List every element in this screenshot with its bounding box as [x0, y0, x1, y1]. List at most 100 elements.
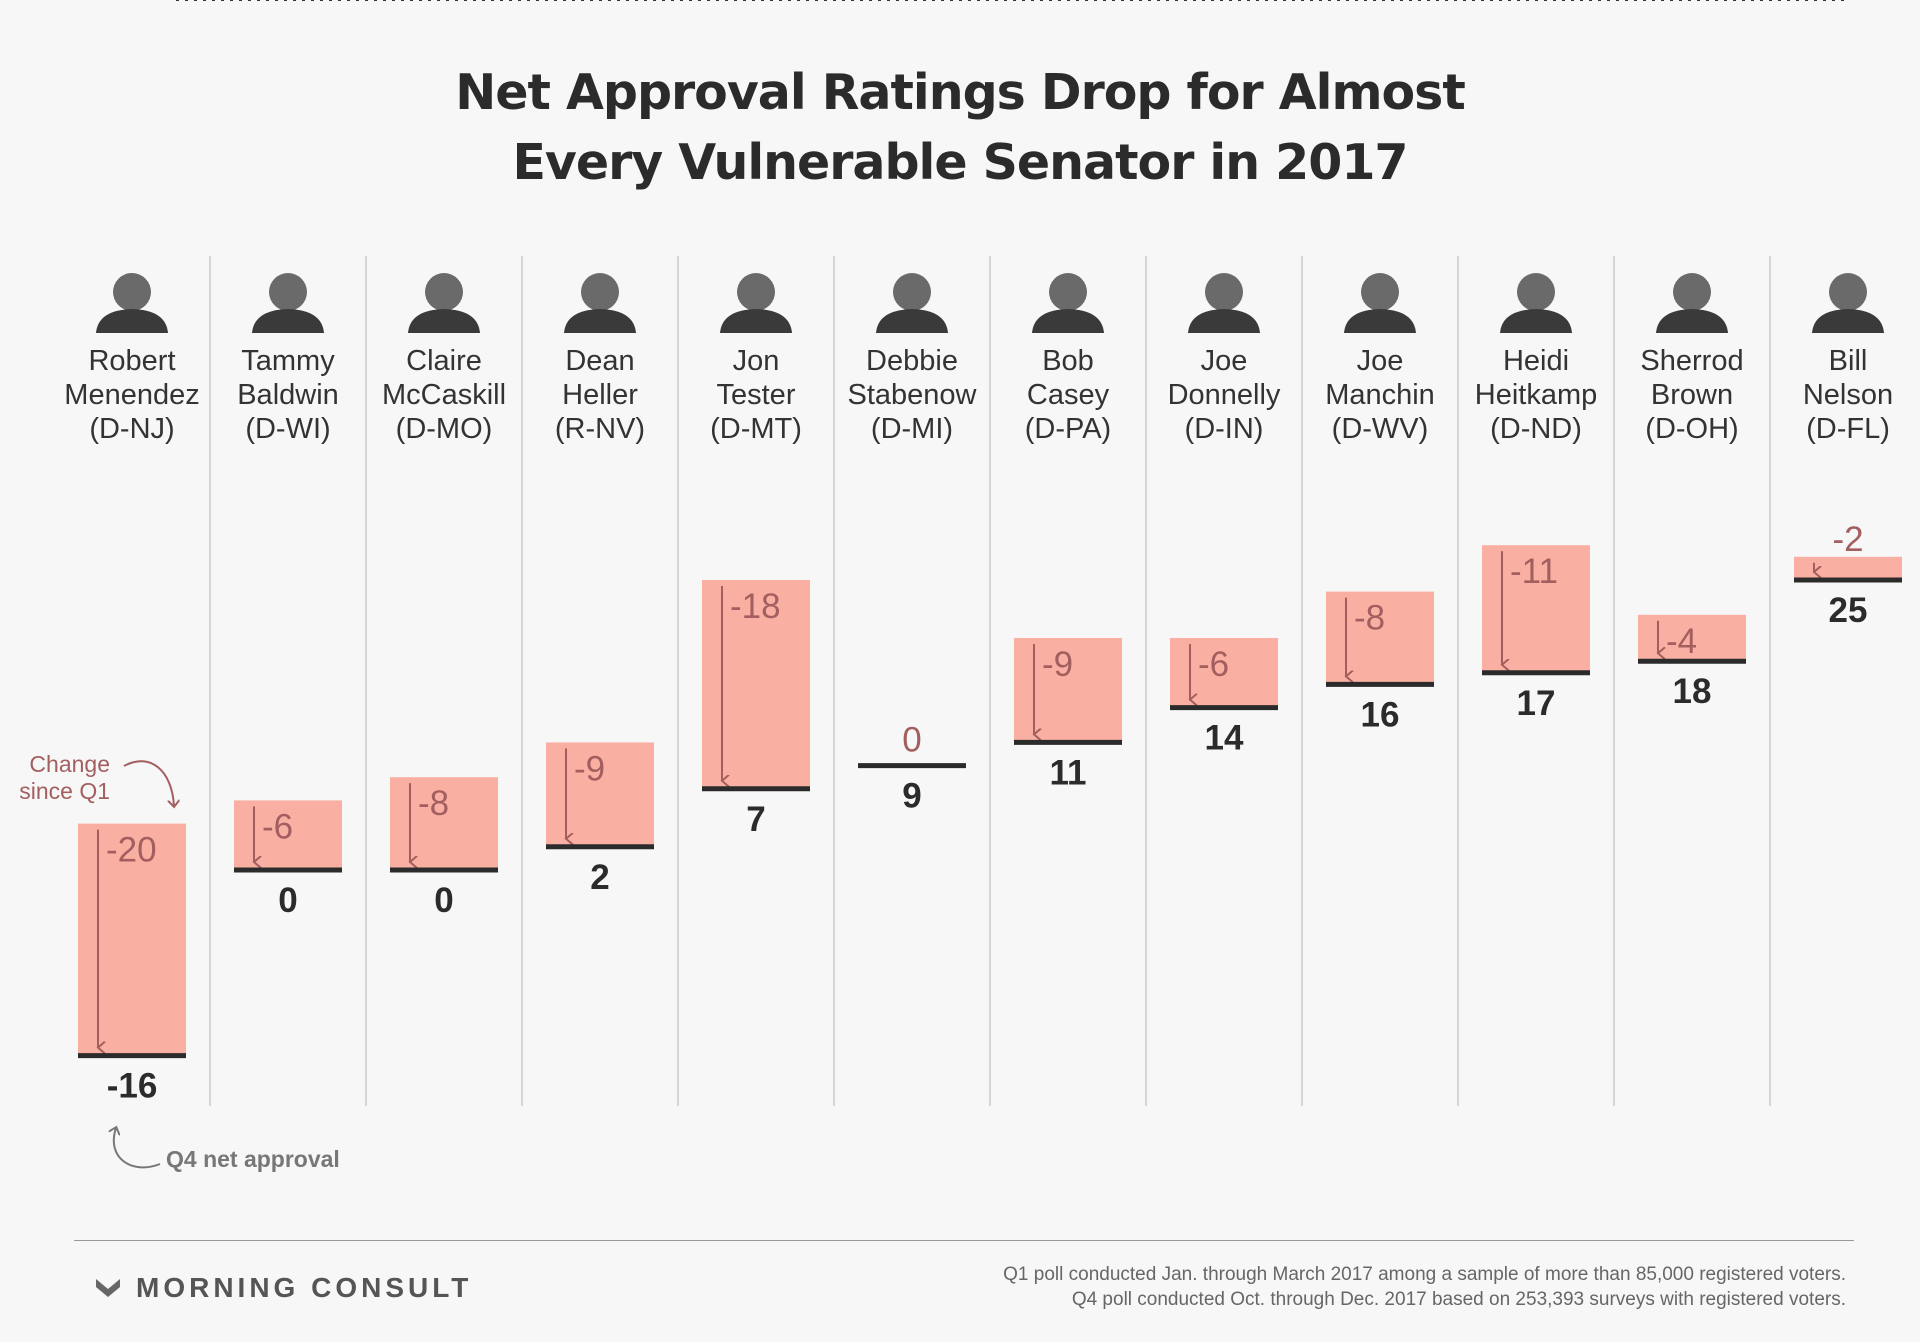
senator-name-line: Menendez [64, 379, 199, 411]
change-bar [78, 823, 186, 1056]
q4-annotation-arrow [114, 1128, 161, 1169]
source-note-q4: Q4 poll conducted Oct. through Dec. 2017… [1071, 1289, 1846, 1310]
senator-name-line: (D-NJ) [89, 413, 174, 445]
chart-title-line-1: Net Approval Ratings Drop for Almost [455, 64, 1466, 121]
change-bar [234, 800, 342, 870]
senator-portrait [252, 273, 324, 333]
senator-name-line: Claire [406, 345, 482, 377]
q4-value-label: 18 [1673, 672, 1712, 711]
change-label: -2 [1832, 520, 1863, 559]
senator-name-line: (D-ND) [1490, 413, 1582, 445]
senator-portrait [96, 273, 168, 333]
change-label: -18 [730, 587, 781, 626]
q4-value-label: 25 [1829, 591, 1868, 630]
senator-name-line: (D-FL) [1806, 413, 1890, 445]
morning-consult-logo: MORNING CONSULT [94, 1272, 472, 1304]
senator-name-line: (D-OH) [1645, 413, 1738, 445]
q4-value-label: 9 [902, 777, 921, 816]
senator-portrait [408, 273, 480, 333]
senator-name-line: Donnelly [1168, 379, 1281, 411]
senator-name-line: (R-NV) [555, 413, 645, 445]
change-bar [1014, 638, 1122, 743]
senator-name-line: Heidi [1503, 345, 1569, 377]
senator-portrait [720, 273, 792, 333]
change-bar [1638, 614, 1746, 662]
senator-name-line: (D-WI) [245, 413, 330, 445]
senator-portrait [1344, 273, 1416, 333]
logo-text: MORNING CONSULT [136, 1272, 473, 1303]
chart-title: Net Approval Ratings Drop for Almost Eve… [0, 58, 1920, 198]
change-label: -6 [262, 807, 293, 846]
morning-consult-logo-icon [96, 1279, 120, 1297]
senator-columns: RobertMenendez(D-NJ)-20-16TammyBaldwin(D… [64, 273, 1902, 1106]
senator-name-line: Heller [562, 379, 638, 411]
change-bar [1170, 638, 1278, 708]
change-bar [1326, 591, 1434, 685]
change-annotation-line-2: since Q1 [19, 778, 110, 804]
q4-value-label: -16 [107, 1067, 158, 1106]
change-bar [1482, 545, 1590, 673]
senator-name-line: Joe [1201, 345, 1248, 377]
senator-name-line: Sherrod [1640, 345, 1743, 377]
change-bar [546, 742, 654, 847]
senator-name-line: (D-MT) [710, 413, 802, 445]
column-dividers [209, 256, 1771, 1106]
senator-name-line: Robert [88, 345, 175, 377]
senator-name-line: Nelson [1803, 379, 1893, 411]
approval-chart: RobertMenendez(D-NJ)-20-16TammyBaldwin(D… [19, 0, 1902, 1172]
change-label: -4 [1666, 622, 1697, 661]
senator-portrait [1188, 273, 1260, 333]
change-label: -20 [106, 831, 157, 870]
change-label: -11 [1510, 552, 1558, 591]
q4-value-label: 7 [746, 800, 765, 839]
senator-name-line: Bill [1829, 345, 1868, 377]
senator-portrait [1656, 273, 1728, 333]
senator-name-line: Debbie [866, 345, 958, 377]
change-label: -9 [574, 749, 605, 788]
senator-portrait [1032, 273, 1104, 333]
senator-name-line: Baldwin [237, 379, 339, 411]
change-label: 0 [902, 721, 921, 760]
q4-value-label: 17 [1517, 684, 1556, 723]
senator-name-line: (D-PA) [1025, 413, 1111, 445]
change-label: -6 [1198, 645, 1229, 684]
senator-name-line: (D-IN) [1185, 413, 1264, 445]
change-bar [390, 777, 498, 870]
senator-name-line: Jon [733, 345, 780, 377]
senator-name-line: Dean [565, 345, 634, 377]
senator-name-line: Casey [1027, 379, 1110, 411]
change-label: -8 [1354, 599, 1385, 638]
senator-name-line: (D-MO) [396, 413, 493, 445]
change-bar [1794, 556, 1902, 580]
senator-name-line: Stabenow [848, 379, 978, 411]
q4-annotation-label: Q4 net approval [166, 1146, 340, 1172]
senator-name-line: (D-WV) [1332, 413, 1429, 445]
senator-name-line: Tester [717, 379, 796, 411]
change-bar [702, 580, 810, 789]
senator-name-line: (D-MI) [871, 413, 953, 445]
q4-value-label: 11 [1050, 753, 1087, 792]
senator-portrait [564, 273, 636, 333]
senator-name-line: Joe [1357, 345, 1404, 377]
change-label: -9 [1042, 645, 1073, 684]
change-label: -8 [418, 784, 449, 823]
q4-annotation: Q4 net approval [114, 1128, 340, 1172]
q4-value-label: 14 [1205, 719, 1244, 758]
senator-portrait [876, 273, 948, 333]
senator-name-line: Brown [1651, 379, 1733, 411]
senator-name-line: McCaskill [382, 379, 506, 411]
senator-name-line: Manchin [1325, 379, 1435, 411]
source-notes: Q1 poll conducted Jan. through March 201… [1003, 1262, 1846, 1312]
